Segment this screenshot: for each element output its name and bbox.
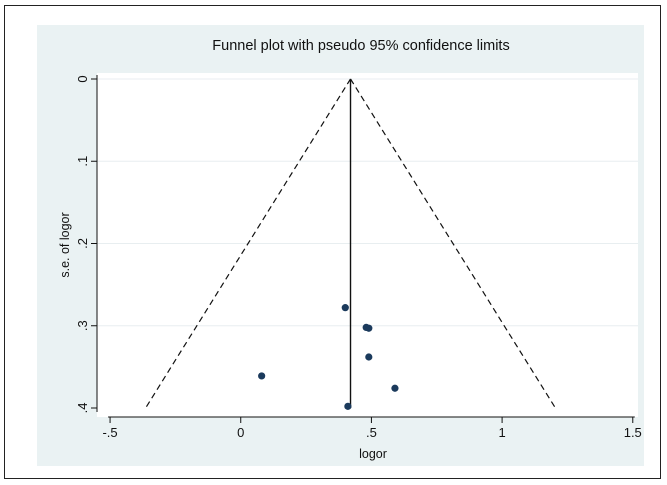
y-tick-label: .1 <box>75 156 90 167</box>
y-tick-label: .3 <box>75 320 90 331</box>
chart-panel: Funnel plot with pseudo 95% confidence l… <box>37 25 644 466</box>
x-axis-title: logor <box>359 447 387 461</box>
data-point <box>365 324 373 332</box>
funnel-limits <box>145 78 556 409</box>
x-tick-label: 0 <box>237 425 244 440</box>
plot-area <box>97 73 638 417</box>
y-tick-label: 0 <box>75 75 90 82</box>
y-tick-label: .2 <box>75 238 90 249</box>
funnel-plot: Funnel plot with pseudo 95% confidence l… <box>37 25 644 466</box>
data-point <box>341 304 349 312</box>
y-axis-title: s.e. of logor <box>58 212 72 277</box>
lower-confidence-limit <box>145 78 352 409</box>
x-tick-label: 1 <box>498 425 505 440</box>
y-tick-label: .4 <box>75 403 90 414</box>
x-tick-label: .5 <box>366 425 377 440</box>
axes: -.5 0 .5 1 1.5 0 .1 .2 .3 .4 <box>75 75 642 440</box>
figure-frame: Funnel plot with pseudo 95% confidence l… <box>4 5 661 479</box>
x-tick-label: 1.5 <box>624 425 642 440</box>
data-points <box>258 304 399 410</box>
data-point <box>391 384 399 392</box>
upper-confidence-limit <box>350 78 556 409</box>
x-tick-label: -.5 <box>102 425 117 440</box>
data-point <box>365 353 373 361</box>
chart-title: Funnel plot with pseudo 95% confidence l… <box>212 38 509 54</box>
data-point <box>258 372 266 380</box>
data-point <box>344 402 352 410</box>
